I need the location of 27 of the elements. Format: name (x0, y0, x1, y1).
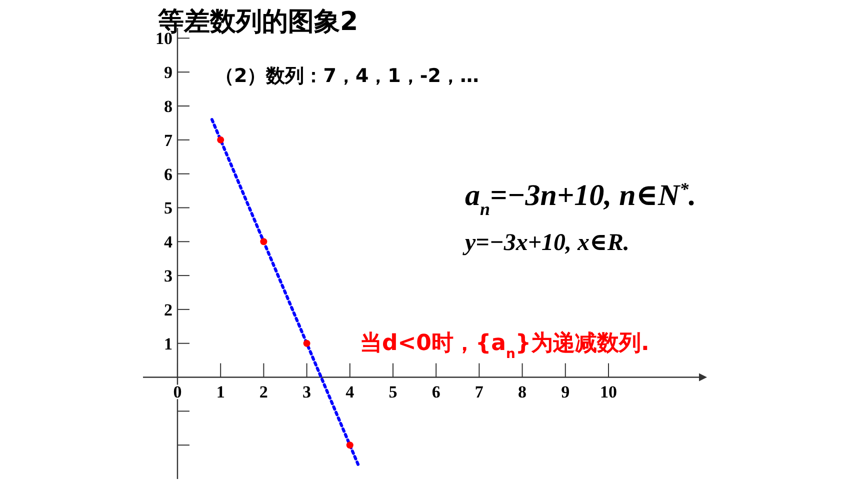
x-tick-label: 3 (302, 382, 312, 402)
x-tick-label: 4 (346, 382, 355, 402)
annotation: 当d<0时，{a$_{n}$}为递减数列. (360, 330, 650, 362)
point (303, 340, 310, 347)
y-tick-label: 7 (164, 130, 173, 150)
y-tick-label: 9 (164, 63, 172, 82)
y-tick-label: 8 (164, 96, 172, 116)
point (217, 136, 224, 144)
x-tick-label: 6 (432, 382, 440, 402)
y-tick-label: 1 (164, 334, 172, 354)
x-tick-label: 8 (518, 382, 527, 402)
y-tick-label: 6 (164, 164, 172, 184)
x-tick-label: 1 (216, 382, 225, 402)
x-tick-label: 5 (388, 382, 398, 402)
x-tick-label: 10 (600, 382, 617, 402)
text: （2）数列：7，4，1，-2，… (215, 65, 479, 87)
point (260, 238, 268, 246)
x-tick-label: 2 (259, 382, 268, 402)
y-tick-label: 3 (164, 266, 172, 286)
point (346, 442, 354, 449)
x-tick-label: 7 (474, 382, 484, 402)
annotation: y=−3x+10, x∈R. (462, 230, 630, 256)
y-tick-label: 4 (164, 232, 173, 252)
annotation: a$_{n}$=−3n+10, n∈N$^{*}$. (465, 179, 696, 219)
x-tick-label: 9 (561, 382, 570, 402)
y-tick-label: 2 (164, 300, 172, 320)
y-tick-label: 5 (164, 198, 172, 218)
